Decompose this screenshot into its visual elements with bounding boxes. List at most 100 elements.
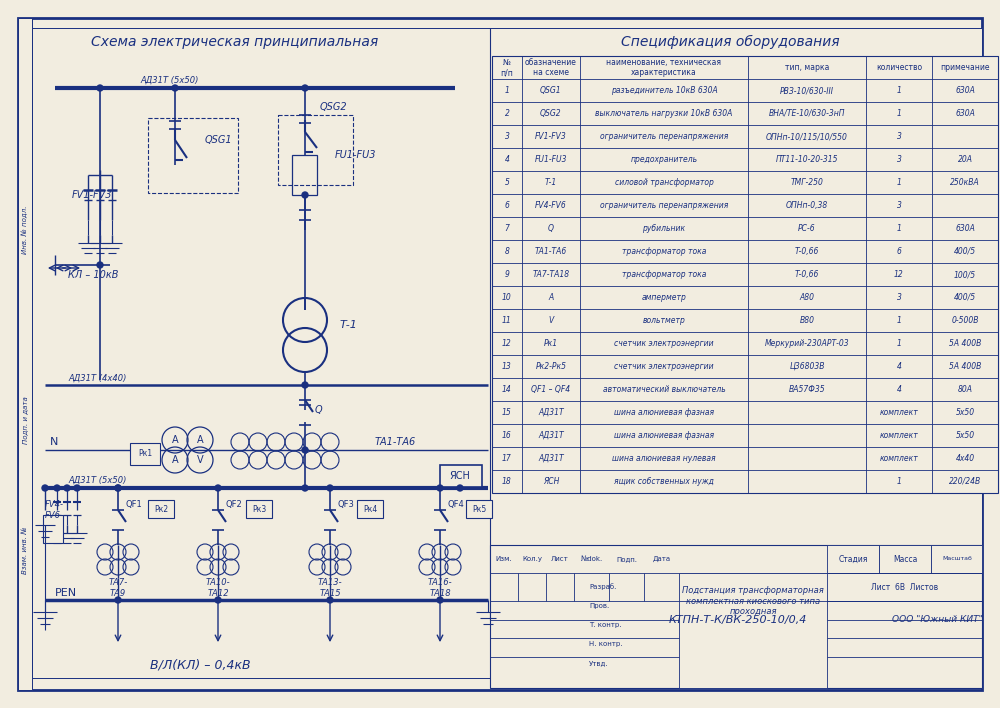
- Bar: [43, 515, 63, 543]
- Text: Рк1: Рк1: [138, 450, 152, 459]
- Text: ООО "Южный КИТ": ООО "Южный КИТ": [892, 615, 982, 624]
- Text: Пров.: Пров.: [589, 603, 609, 609]
- Circle shape: [327, 485, 333, 491]
- Text: амперметр: амперметр: [642, 293, 686, 302]
- Text: QF1 – QF4: QF1 – QF4: [531, 385, 571, 394]
- Text: комплект: комплект: [880, 454, 918, 463]
- Text: ТМГ-250: ТМГ-250: [791, 178, 823, 187]
- Text: 630А: 630А: [955, 224, 975, 233]
- Text: №
п/п: № п/п: [501, 58, 513, 77]
- Text: вольтметр: вольтметр: [643, 316, 685, 325]
- Text: №dok.: №dok.: [580, 556, 603, 562]
- Text: 18: 18: [502, 477, 512, 486]
- Text: АД31Т (5х50): АД31Т (5х50): [68, 476, 126, 484]
- Text: FV1-FV3: FV1-FV3: [535, 132, 567, 141]
- Text: примечание: примечание: [940, 63, 990, 72]
- Text: КЛ – 10кВ: КЛ – 10кВ: [68, 270, 119, 280]
- Text: 4: 4: [505, 155, 509, 164]
- Text: шина алюниевая нулевая: шина алюниевая нулевая: [612, 454, 716, 463]
- Text: 1: 1: [897, 86, 901, 95]
- Circle shape: [97, 85, 103, 91]
- Bar: [148, 118, 238, 193]
- Bar: [246, 500, 272, 518]
- Text: Инв. № подл.: Инв. № подл.: [22, 206, 28, 254]
- Circle shape: [172, 85, 178, 91]
- Text: АД31Т (4х40): АД31Т (4х40): [68, 374, 126, 382]
- Text: Т-0,66: Т-0,66: [795, 247, 819, 256]
- Text: 1: 1: [505, 86, 509, 95]
- Text: шина алюниевая фазная: шина алюниевая фазная: [614, 408, 714, 417]
- Text: 220/24В: 220/24В: [949, 477, 981, 486]
- Text: 17: 17: [502, 454, 512, 463]
- Text: 4: 4: [897, 385, 901, 394]
- Text: Н. контр.: Н. контр.: [589, 641, 622, 647]
- Text: Подп. и дата: Подп. и дата: [22, 396, 28, 444]
- Text: 1: 1: [897, 224, 901, 233]
- Text: V: V: [197, 455, 203, 465]
- Bar: [490, 545, 982, 688]
- Text: счетчик электроэнергии: счетчик электроэнергии: [614, 339, 714, 348]
- Text: АД31Т: АД31Т: [538, 431, 564, 440]
- Circle shape: [302, 485, 308, 491]
- Circle shape: [302, 382, 308, 388]
- Bar: [827, 545, 879, 573]
- Text: ЯСН: ЯСН: [543, 477, 559, 486]
- Text: FV4-
FV6: FV4- FV6: [45, 501, 64, 520]
- Text: разъединитель 10кВ 630А: разъединитель 10кВ 630А: [611, 86, 717, 95]
- Bar: [879, 545, 931, 573]
- Text: 3: 3: [897, 201, 901, 210]
- Text: ТА16-
ТА18: ТА16- ТА18: [428, 578, 452, 598]
- Text: 3: 3: [897, 155, 901, 164]
- Circle shape: [437, 485, 443, 491]
- Text: Спецификация оборудования: Спецификация оборудования: [621, 35, 839, 49]
- Text: 1: 1: [897, 477, 901, 486]
- Bar: [440, 465, 482, 487]
- Text: QF2: QF2: [226, 501, 243, 510]
- Text: 6: 6: [505, 201, 509, 210]
- Text: PEN: PEN: [55, 588, 77, 598]
- Text: ТА1-ТА6: ТА1-ТА6: [375, 437, 416, 447]
- Circle shape: [54, 485, 60, 491]
- Circle shape: [42, 485, 48, 491]
- Bar: [492, 56, 998, 493]
- Text: силовой трансформатор: силовой трансформатор: [615, 178, 713, 187]
- Text: Т-1: Т-1: [545, 178, 557, 187]
- Text: Подп.: Подп.: [616, 556, 637, 562]
- Text: АД31Т: АД31Т: [538, 454, 564, 463]
- Text: 20А: 20А: [958, 155, 972, 164]
- Text: 3: 3: [505, 132, 509, 141]
- Bar: [679, 573, 827, 688]
- Text: 400/5: 400/5: [954, 247, 976, 256]
- Text: тип, марка: тип, марка: [785, 63, 829, 72]
- Text: РС-6: РС-6: [798, 224, 816, 233]
- Text: Меркурий-230АРТ-03: Меркурий-230АРТ-03: [765, 339, 849, 348]
- Text: обазначение
на схеме: обазначение на схеме: [525, 58, 577, 77]
- Bar: [130, 443, 160, 465]
- Bar: [931, 545, 982, 573]
- Text: FV1-FV3: FV1-FV3: [72, 190, 112, 200]
- Text: 9: 9: [505, 270, 509, 279]
- Text: 6: 6: [897, 247, 901, 256]
- Text: 7: 7: [505, 224, 509, 233]
- Text: счетчик электроэнергии: счетчик электроэнергии: [614, 362, 714, 371]
- Bar: [278, 115, 353, 185]
- Text: АД31Т (5х50): АД31Т (5х50): [140, 76, 198, 84]
- Text: 3: 3: [897, 293, 901, 302]
- Text: Изм.: Изм.: [496, 556, 512, 562]
- Text: QSG2: QSG2: [540, 109, 562, 118]
- Text: 15: 15: [502, 408, 512, 417]
- Text: 1: 1: [897, 109, 901, 118]
- Text: 250кВА: 250кВА: [950, 178, 980, 187]
- Text: 8: 8: [505, 247, 509, 256]
- Circle shape: [115, 597, 121, 603]
- Text: рубильник: рубильник: [642, 224, 686, 233]
- Text: комплект: комплект: [880, 408, 918, 417]
- Text: 4: 4: [897, 362, 901, 371]
- Text: ТА1-ТА6: ТА1-ТА6: [535, 247, 567, 256]
- Text: QSG1: QSG1: [540, 86, 562, 95]
- Text: комплект: комплект: [880, 431, 918, 440]
- Text: A: A: [172, 435, 178, 445]
- Text: трансформатор тока: трансформатор тока: [622, 247, 706, 256]
- Text: Разраб.: Разраб.: [589, 583, 616, 590]
- Text: количество: количество: [876, 63, 922, 72]
